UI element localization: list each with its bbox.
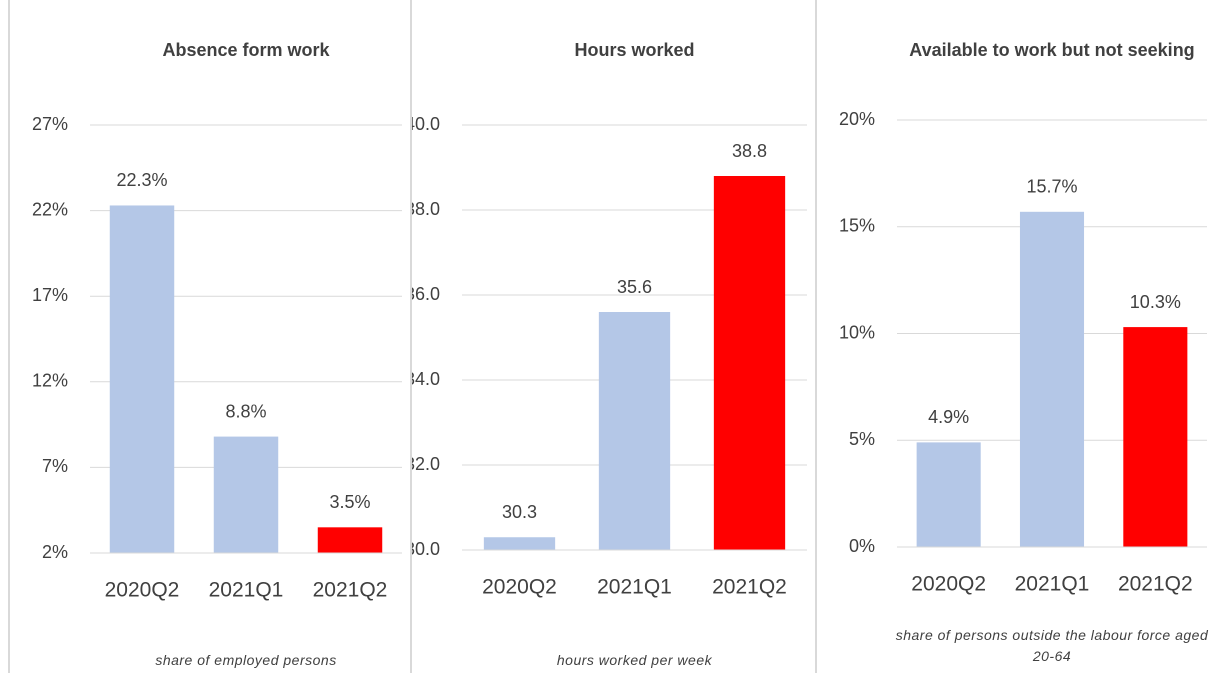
bar (598, 312, 671, 550)
y-tick-label: 38.0 (412, 199, 440, 219)
x-tick-label: 2021Q2 (712, 576, 787, 599)
x-tick-label: 2020Q2 (482, 576, 557, 599)
data-label: 30.3 (502, 502, 537, 522)
y-tick-label: 2% (42, 542, 68, 562)
data-label: 3.5% (329, 492, 370, 512)
bar (1019, 211, 1085, 547)
x-tick-label: 2021Q2 (313, 579, 388, 602)
y-tick-label: 36.0 (412, 284, 440, 304)
x-tick-label: 2020Q2 (105, 579, 180, 602)
y-tick-label: 17% (32, 285, 68, 305)
x-tick-label: 2021Q1 (209, 579, 284, 602)
y-tick-label: 40.0 (412, 114, 440, 134)
y-tick-label: 20% (839, 109, 875, 129)
y-tick-label: 5% (849, 429, 875, 449)
chart-panel: Available to work but not seeking 0% 5% 10%… (815, 0, 1216, 673)
axis-note: hours worked per week (556, 652, 713, 668)
bar (213, 436, 279, 553)
y-tick-label: 12% (32, 371, 68, 391)
x-tick-label: 2021Q1 (1015, 573, 1090, 596)
y-tick-label: 22% (32, 199, 68, 219)
x-tick-label: 2021Q1 (597, 576, 672, 599)
chart-title: Absence form work (162, 40, 330, 60)
y-tick-label: 10% (839, 322, 875, 342)
y-tick-label: 30.0 (412, 539, 440, 559)
bar (916, 442, 981, 547)
chart-panel: Absence form work 2% 7% 12% 17% 22% 27% 22.3% 20… (8, 0, 410, 673)
data-label: 35.6 (617, 277, 652, 297)
y-tick-label: 34.0 (412, 369, 440, 389)
y-tick-label: 15% (839, 216, 875, 236)
axis-note: share of persons outside the labour forc… (895, 627, 1209, 664)
data-label: 10.3% (1130, 292, 1181, 312)
chart: 0% 5% 10% 15% 20% 4.9% 2020Q2 15.7% 2021Q1 10.3% 2… (839, 109, 1207, 596)
x-tick-label: 2020Q2 (911, 573, 986, 596)
data-label: 15.7% (1026, 177, 1077, 197)
axis-note: share of employed persons (155, 652, 337, 668)
bar (109, 205, 175, 554)
y-tick-label: 32.0 (412, 454, 440, 474)
chart-panel: Hours worked 30.0 32.0 34.0 36.0 38.0 40.0 30.3… (410, 0, 815, 673)
bar (317, 527, 383, 553)
data-label: 22.3% (116, 170, 167, 190)
chart-title: Available to work but not seeking (909, 40, 1195, 60)
data-label: 4.9% (928, 407, 969, 427)
chart: 2% 7% 12% 17% 22% 27% 22.3% 2020Q2 8.8% 2021Q1 3.5… (32, 114, 402, 602)
bar (483, 537, 556, 550)
data-label: 8.8% (225, 401, 266, 421)
bar (713, 176, 786, 550)
y-tick-label: 0% (849, 536, 875, 556)
y-tick-label: 7% (42, 456, 68, 476)
bar (1123, 327, 1188, 547)
y-tick-label: 27% (32, 114, 68, 134)
chart: 30.0 32.0 34.0 36.0 38.0 40.0 30.3 2020Q2 35.6 20… (412, 114, 807, 599)
chart-title: Hours worked (574, 40, 695, 60)
x-tick-label: 2021Q2 (1118, 573, 1193, 596)
data-label: 38.8 (732, 141, 767, 161)
